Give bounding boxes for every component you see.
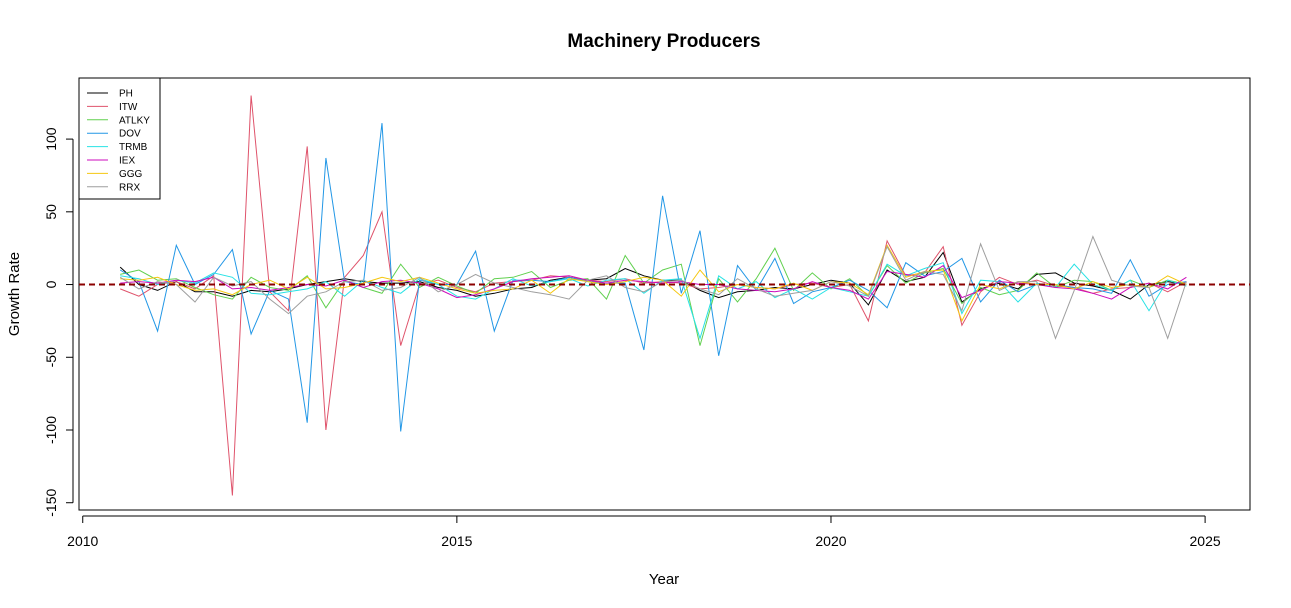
legend-label-dov: DOV (119, 129, 141, 140)
chart-title: Machinery Producers (567, 31, 760, 52)
y-tick-label: -50 (43, 347, 59, 367)
y-tick-label: -150 (43, 489, 59, 517)
legend-label-trmb: TRMB (119, 142, 148, 153)
y-tick-label: 100 (43, 127, 59, 151)
legend-box (78, 77, 161, 200)
x-tick-label: 2015 (441, 533, 472, 549)
legend-label-iex: IEX (119, 156, 135, 167)
x-tick-label: 2010 (67, 533, 98, 549)
legend-label-rrx: RRX (119, 182, 140, 193)
series-line-iex (120, 264, 1187, 300)
series-line-atlky (120, 247, 1187, 346)
x-tick-label: 2020 (815, 533, 846, 549)
legend: PH ITW ATLKY DOV TRMB IEX GGG RRX (78, 77, 161, 200)
series-line-ggg (120, 244, 1187, 323)
legend-label-ggg: GGG (119, 169, 143, 180)
x-axis: 2010 2015 2020 2025 (67, 515, 1221, 549)
legend-label-ph: PH (119, 89, 133, 100)
x-tick-label: 2025 (1190, 533, 1221, 549)
legend-label-itw: ITW (119, 102, 138, 113)
x-axis-label: Year (649, 571, 679, 588)
plot-area (79, 95, 1250, 496)
y-axis: -150 -100 -50 0 50 100 (43, 127, 74, 517)
y-axis-label: Growth Rate (6, 252, 23, 336)
series-line-dov (119, 123, 1187, 432)
series-layer (119, 95, 1187, 496)
series-line-rrx (119, 235, 1187, 340)
legend-label-atlky: ATLKY (119, 115, 150, 126)
y-tick-label: -100 (43, 416, 59, 444)
y-tick-label: 0 (43, 280, 59, 288)
y-tick-label: 50 (43, 204, 59, 220)
plot-frame (78, 77, 1251, 511)
